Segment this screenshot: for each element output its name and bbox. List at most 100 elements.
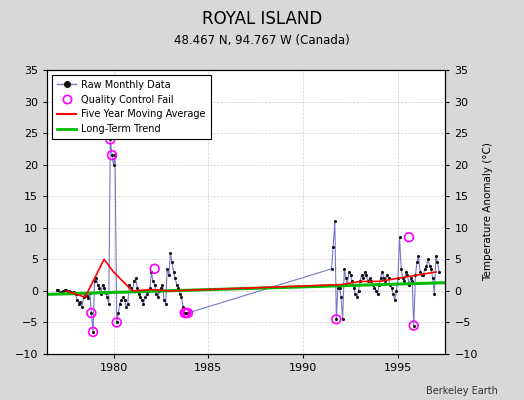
Point xyxy=(154,294,162,300)
Point xyxy=(362,272,370,278)
Point xyxy=(337,294,345,300)
Point xyxy=(331,218,339,225)
Point xyxy=(395,234,403,240)
Point xyxy=(351,291,359,297)
Point xyxy=(368,281,377,288)
Point xyxy=(424,256,432,262)
Point xyxy=(117,297,126,304)
Text: Berkeley Earth: Berkeley Earth xyxy=(426,386,498,396)
Point xyxy=(332,316,341,322)
Point xyxy=(433,259,442,266)
Point xyxy=(350,284,358,291)
Point xyxy=(87,310,95,316)
Point xyxy=(141,294,149,300)
Point xyxy=(429,275,437,282)
Point xyxy=(106,136,115,143)
Point xyxy=(111,152,119,158)
Point xyxy=(184,310,192,316)
Point xyxy=(90,278,99,285)
Point xyxy=(158,281,167,288)
Point xyxy=(367,278,375,285)
Point xyxy=(364,278,372,285)
Point xyxy=(73,297,81,304)
Point xyxy=(168,259,176,266)
Point xyxy=(339,316,347,322)
Point xyxy=(179,304,187,310)
Point xyxy=(108,152,116,158)
Point xyxy=(124,300,132,307)
Point xyxy=(184,310,192,316)
Point xyxy=(165,272,173,278)
Point xyxy=(161,300,170,307)
Point xyxy=(103,294,112,300)
Point xyxy=(106,136,115,143)
Point xyxy=(419,272,428,278)
Point xyxy=(421,266,429,272)
Point xyxy=(359,275,367,282)
Point xyxy=(334,284,342,291)
Point xyxy=(81,291,89,297)
Point xyxy=(143,291,151,297)
Point xyxy=(171,275,179,282)
Point xyxy=(392,288,401,294)
Point xyxy=(435,269,443,275)
Point xyxy=(100,284,108,291)
Point xyxy=(65,288,73,294)
Point xyxy=(84,295,93,302)
Point xyxy=(408,278,417,285)
Point xyxy=(329,244,337,250)
Point xyxy=(155,288,163,294)
Point xyxy=(147,269,156,275)
Point xyxy=(133,284,141,291)
Point xyxy=(89,329,97,335)
Point xyxy=(78,304,86,310)
Point xyxy=(110,162,118,168)
Point xyxy=(116,300,124,307)
Point xyxy=(353,294,361,300)
Point xyxy=(150,266,159,272)
Point xyxy=(139,300,148,307)
Point xyxy=(85,290,94,296)
Point xyxy=(332,316,341,322)
Point xyxy=(71,291,80,297)
Point xyxy=(403,272,412,278)
Point xyxy=(410,322,418,329)
Point xyxy=(157,284,165,291)
Point xyxy=(427,266,435,272)
Point xyxy=(413,259,421,266)
Point xyxy=(125,281,134,288)
Point xyxy=(82,293,91,299)
Point xyxy=(397,266,406,272)
Point xyxy=(62,286,70,293)
Point xyxy=(411,272,420,278)
Point xyxy=(414,253,423,259)
Point xyxy=(152,291,160,297)
Point xyxy=(410,322,418,329)
Point xyxy=(114,310,123,316)
Point xyxy=(365,275,374,282)
Point xyxy=(74,300,83,307)
Point xyxy=(345,269,353,275)
Point xyxy=(150,281,159,288)
Point xyxy=(177,294,185,300)
Point xyxy=(121,297,129,304)
Point xyxy=(357,272,366,278)
Point xyxy=(346,272,355,278)
Point xyxy=(399,275,407,282)
Point xyxy=(182,310,190,316)
Legend: Raw Monthly Data, Quality Control Fail, Five Year Moving Average, Long-Term Tren: Raw Monthly Data, Quality Control Fail, … xyxy=(52,75,211,139)
Point xyxy=(182,310,190,316)
Point xyxy=(52,286,61,293)
Point xyxy=(105,300,113,307)
Point xyxy=(144,288,152,294)
Point xyxy=(381,278,389,285)
Point xyxy=(138,297,146,304)
Point xyxy=(79,294,88,300)
Point xyxy=(149,278,157,285)
Point xyxy=(405,281,413,288)
Point xyxy=(113,319,121,326)
Point xyxy=(343,281,352,288)
Point xyxy=(373,291,381,297)
Point xyxy=(101,290,110,296)
Text: ROYAL ISLAND: ROYAL ISLAND xyxy=(202,10,322,28)
